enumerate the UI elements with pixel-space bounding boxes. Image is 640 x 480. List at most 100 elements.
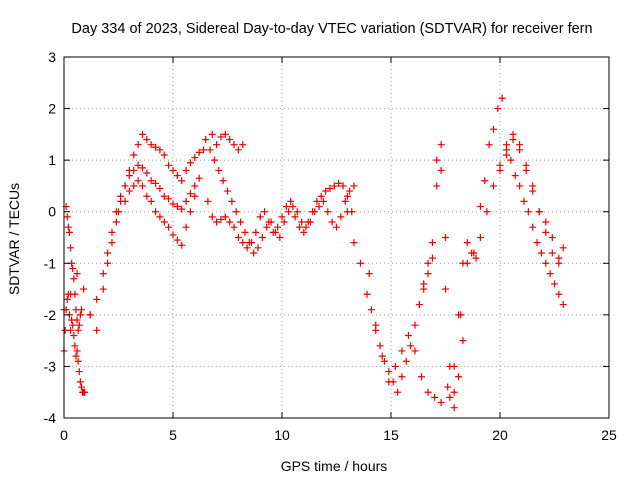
data-point <box>267 218 275 226</box>
data-point <box>77 383 85 391</box>
data-point <box>548 249 556 257</box>
y-tick-label: -1 <box>44 255 57 271</box>
data-point <box>86 311 94 319</box>
data-point <box>70 331 78 339</box>
data-point <box>182 166 190 174</box>
data-point <box>117 192 125 200</box>
data-point <box>143 136 151 144</box>
data-point <box>186 208 194 216</box>
series-arc-7 <box>202 136 358 257</box>
y-axis-label: SDTVAR / TECUs <box>6 183 22 295</box>
data-point <box>385 368 393 376</box>
data-point <box>420 285 428 293</box>
data-point <box>208 130 216 138</box>
data-point <box>243 244 251 252</box>
data-point <box>71 342 79 350</box>
data-point <box>156 213 164 221</box>
data-point <box>341 197 349 205</box>
series-arc-3 <box>60 130 208 334</box>
x-tick-label: 5 <box>169 427 177 443</box>
data-point <box>291 213 299 221</box>
data-point <box>143 192 151 200</box>
data-point <box>322 187 330 195</box>
data-point <box>178 177 186 185</box>
data-point <box>108 239 116 247</box>
data-point <box>152 143 160 151</box>
data-point <box>213 218 221 226</box>
grid-lines <box>64 57 609 418</box>
series-arc-2 <box>62 203 85 334</box>
data-point <box>271 228 279 236</box>
series-arc-1 <box>60 290 89 396</box>
data-point <box>437 399 445 407</box>
data-point <box>463 259 471 267</box>
data-point <box>350 239 358 247</box>
plot-frame <box>63 56 610 419</box>
data-point <box>280 218 288 226</box>
data-point <box>463 239 471 247</box>
x-tick-label: 20 <box>492 427 508 443</box>
series-arc-12 <box>496 130 567 262</box>
data-point <box>542 228 550 236</box>
data-point <box>77 306 85 314</box>
data-point <box>165 195 173 203</box>
data-point <box>104 249 112 257</box>
data-point <box>391 362 399 370</box>
data-point <box>533 239 541 247</box>
data-point <box>206 146 214 154</box>
data-point <box>520 197 528 205</box>
data-point <box>535 208 543 216</box>
data-point <box>442 285 449 293</box>
data-point <box>559 244 567 252</box>
data-point <box>258 234 266 241</box>
data-point <box>317 192 325 200</box>
data-point <box>343 192 351 200</box>
data-point <box>221 130 229 138</box>
data-point <box>147 177 155 185</box>
data-point <box>73 347 81 355</box>
data-point <box>67 290 75 298</box>
data-point <box>228 197 236 205</box>
data-point <box>411 321 419 329</box>
data-point <box>300 228 308 236</box>
data-point <box>204 197 212 205</box>
data-point <box>335 179 343 187</box>
data-point <box>555 254 563 262</box>
data-point <box>230 141 238 149</box>
data-point <box>330 182 338 190</box>
data-point <box>522 161 530 169</box>
data-point <box>134 141 142 149</box>
data-point <box>516 182 524 190</box>
x-axis-label: GPS time / hours <box>281 458 388 474</box>
data-point <box>343 208 351 216</box>
data-point <box>191 192 199 200</box>
data-point <box>324 208 332 216</box>
data-point <box>367 306 375 314</box>
data-point <box>165 223 173 231</box>
data-point <box>76 311 84 319</box>
data-point <box>160 151 168 159</box>
data-point <box>226 136 234 144</box>
data-point <box>256 213 264 221</box>
data-point <box>156 185 164 193</box>
x-tick-label: 15 <box>383 427 399 443</box>
data-point <box>378 352 386 360</box>
data-point <box>130 182 138 190</box>
data-point <box>147 141 155 149</box>
data-point <box>507 156 515 164</box>
data-point <box>411 347 419 355</box>
data-point <box>394 388 402 396</box>
data-point <box>80 285 88 293</box>
data-point <box>195 148 203 156</box>
data-point <box>542 259 550 267</box>
data-point <box>99 270 107 278</box>
data-point <box>311 208 319 216</box>
series-arc-5 <box>115 177 199 249</box>
data-point <box>511 172 519 180</box>
data-point <box>470 249 478 257</box>
series-arc-9 <box>343 94 567 412</box>
data-point <box>385 378 393 386</box>
data-point <box>372 321 380 329</box>
data-point <box>152 208 160 216</box>
